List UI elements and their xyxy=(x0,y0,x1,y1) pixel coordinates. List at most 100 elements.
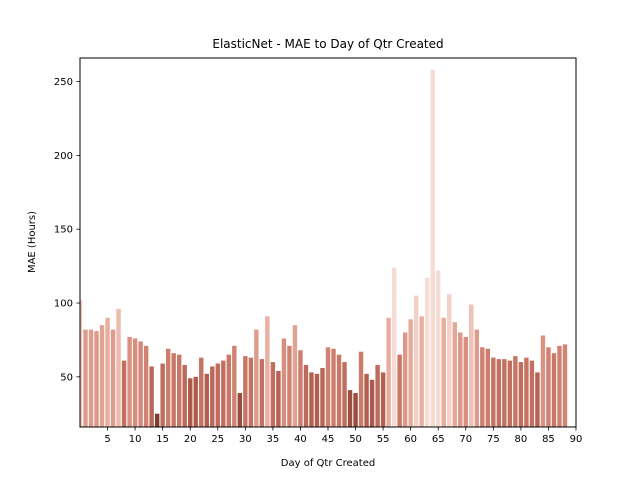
bar-day-41 xyxy=(303,365,309,427)
bar-day-62 xyxy=(419,316,424,427)
bar-day-75 xyxy=(491,357,496,427)
bar-day-61 xyxy=(413,295,419,427)
bar-day-14 xyxy=(154,413,160,427)
bar-day-23 xyxy=(204,373,209,427)
x-tick-label: 50 xyxy=(349,434,362,445)
x-tick-label: 45 xyxy=(322,434,335,445)
bar-day-38 xyxy=(287,345,292,427)
bar-day-18 xyxy=(177,354,182,427)
bar-day-47 xyxy=(336,354,342,427)
bar-day-15 xyxy=(160,363,165,427)
x-tick-label: 20 xyxy=(184,434,197,445)
bar-day-11 xyxy=(138,341,143,427)
bar-day-10 xyxy=(132,338,138,427)
bar-day-8 xyxy=(121,360,127,427)
bar-day-50 xyxy=(353,393,358,427)
bar-day-82 xyxy=(529,360,535,427)
bar-day-2 xyxy=(88,329,94,427)
bar-day-21 xyxy=(193,376,198,427)
x-tick-label: 80 xyxy=(515,434,528,445)
x-tick-label: 75 xyxy=(487,434,500,445)
bar-day-70 xyxy=(463,336,468,427)
x-tick-label: 15 xyxy=(156,434,169,445)
bar-day-54 xyxy=(375,365,380,427)
bar-day-7 xyxy=(116,308,121,427)
bar-day-77 xyxy=(502,359,507,427)
bar-day-40 xyxy=(298,350,303,427)
x-tick-label: 60 xyxy=(404,434,417,445)
bar-day-27 xyxy=(226,354,232,427)
y-tick-label: 150 xyxy=(54,225,73,236)
bar-day-9 xyxy=(127,336,132,427)
chart-title: ElasticNet - MAE to Day of Qtr Created xyxy=(212,37,443,51)
bar-day-71 xyxy=(469,304,474,427)
bar-day-59 xyxy=(402,332,408,427)
bar-day-85 xyxy=(546,347,551,427)
bar-day-42 xyxy=(309,372,314,427)
y-axis-label: MAE (Hours) xyxy=(27,211,38,273)
bar-day-45 xyxy=(325,347,331,427)
bar-day-67 xyxy=(447,294,452,427)
bar-day-58 xyxy=(397,354,402,427)
bar-day-3 xyxy=(94,331,99,427)
bar-day-26 xyxy=(221,360,226,427)
x-tick-label: 40 xyxy=(294,434,307,445)
bar-day-53 xyxy=(369,379,375,427)
bar-day-33 xyxy=(259,359,265,427)
bar-day-25 xyxy=(215,363,220,427)
bar-day-60 xyxy=(408,319,413,427)
bar-day-13 xyxy=(149,366,154,427)
bar-day-64 xyxy=(430,69,435,427)
y-tick-label: 250 xyxy=(54,77,73,88)
x-tick-label: 55 xyxy=(377,434,390,445)
y-tick-label: 100 xyxy=(54,299,73,310)
bar-day-86 xyxy=(551,353,557,427)
bar-day-80 xyxy=(518,362,524,427)
bar-day-36 xyxy=(276,370,281,427)
x-tick-label: 90 xyxy=(570,434,583,445)
bar-day-37 xyxy=(281,338,287,427)
bar-day-65 xyxy=(436,270,441,427)
bar-day-57 xyxy=(391,267,397,427)
bar-day-22 xyxy=(199,357,204,427)
x-tick-label: 35 xyxy=(267,434,280,445)
bar-day-73 xyxy=(480,347,485,427)
x-tick-label: 70 xyxy=(459,434,472,445)
bar-day-17 xyxy=(171,353,176,427)
bar-day-29 xyxy=(237,393,243,427)
bar-day-78 xyxy=(507,360,513,427)
bar-day-5 xyxy=(105,317,110,427)
bar-day-88 xyxy=(562,344,568,427)
bar-day-24 xyxy=(210,366,215,427)
x-axis-ticks: 5 10 15 20 25 30 35 40 45 50 55 60 65 70 75 80 85 90 xyxy=(104,427,582,445)
bar-day-28 xyxy=(232,345,237,427)
bar-day-43 xyxy=(314,373,320,427)
bar-day-12 xyxy=(143,345,149,427)
bar-day-16 xyxy=(165,348,171,427)
bar-day-35 xyxy=(270,362,276,427)
bar-day-31 xyxy=(248,357,254,427)
bar-day-84 xyxy=(540,335,546,427)
bars-group xyxy=(80,69,568,427)
bar-day-74 xyxy=(485,348,491,427)
x-tick-label: 25 xyxy=(211,434,224,445)
x-tick-label: 10 xyxy=(129,434,142,445)
bar-day-46 xyxy=(331,348,336,427)
bar-day-48 xyxy=(342,362,347,427)
bar-day-6 xyxy=(110,329,116,427)
bar-day-83 xyxy=(535,372,540,427)
bar-day-55 xyxy=(380,372,386,427)
y-axis-ticks: 50 100 150 200 250 xyxy=(54,77,80,383)
bar-day-0 xyxy=(80,300,83,427)
bar-day-39 xyxy=(292,325,298,427)
bar-day-87 xyxy=(557,345,562,427)
bar-day-72 xyxy=(474,329,480,427)
bar-day-56 xyxy=(386,317,391,427)
bar-day-68 xyxy=(452,322,457,427)
y-tick-label: 200 xyxy=(54,151,73,162)
x-tick-label: 65 xyxy=(432,434,445,445)
bar-day-19 xyxy=(182,365,187,427)
bar-day-32 xyxy=(254,329,259,427)
bar-day-4 xyxy=(99,325,105,427)
